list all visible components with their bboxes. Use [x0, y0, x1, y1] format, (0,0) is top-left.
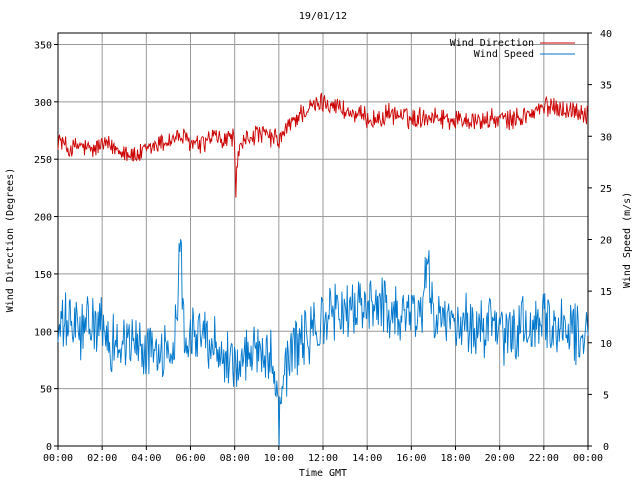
x-tick-label: 12:00: [308, 453, 338, 464]
chart-title: 19/01/12: [299, 11, 347, 22]
left-tick-label: 150: [34, 270, 52, 281]
x-tick-label: 08:00: [220, 453, 250, 464]
series-line-wind-speed: [57, 239, 589, 447]
right-tick-label: 40: [600, 29, 612, 40]
left-tick-label: 350: [34, 40, 52, 51]
x-tick-label: 14:00: [352, 453, 382, 464]
x-tick-label: 20:00: [485, 453, 515, 464]
right-tick-label: 30: [600, 132, 612, 143]
x-tick-label: 00:00: [43, 453, 73, 464]
legend-label-wind-direction: Wind Direction: [450, 38, 534, 49]
right-axis-label: Wind Speed (m/s): [622, 192, 633, 288]
axes-group: 00:00 02:00 04:00 06:00 08:00 10:00 12:00 14:00…: [34, 29, 612, 464]
right-tick-label: 10: [600, 339, 612, 350]
series-line-wind-direction: [57, 92, 589, 198]
right-tick-label: 25: [600, 184, 612, 195]
right-tick-label: 20: [600, 236, 612, 247]
left-tick-label: 0: [46, 442, 52, 453]
x-tick-label: 00:00: [573, 453, 603, 464]
x-tick-label: 18:00: [440, 453, 470, 464]
grid: [58, 33, 588, 446]
right-tick-label: 0: [603, 442, 609, 453]
left-tick-label: 250: [34, 155, 52, 166]
legend-label-wind-speed: Wind Speed: [474, 49, 534, 60]
right-tick-label: 15: [600, 287, 612, 298]
left-axis-label: Wind Direction (Degrees): [5, 168, 16, 313]
x-tick-label: 10:00: [264, 453, 294, 464]
right-tick-label: 5: [603, 390, 609, 401]
series-group: [57, 92, 589, 447]
x-tick-label: 22:00: [529, 453, 559, 464]
left-tick-label: 300: [34, 98, 52, 109]
left-tick-label: 200: [34, 213, 52, 224]
x-tick-label: 02:00: [87, 453, 117, 464]
legend: Wind Direction Wind Speed: [450, 38, 575, 60]
x-tick-label: 04:00: [131, 453, 161, 464]
x-tick-label: 16:00: [396, 453, 426, 464]
left-tick-label: 100: [34, 327, 52, 338]
x-tick-label: 06:00: [175, 453, 205, 464]
x-axis-label: Time GMT: [299, 468, 347, 479]
right-tick-label: 35: [600, 81, 612, 92]
left-tick-label: 50: [40, 385, 52, 396]
